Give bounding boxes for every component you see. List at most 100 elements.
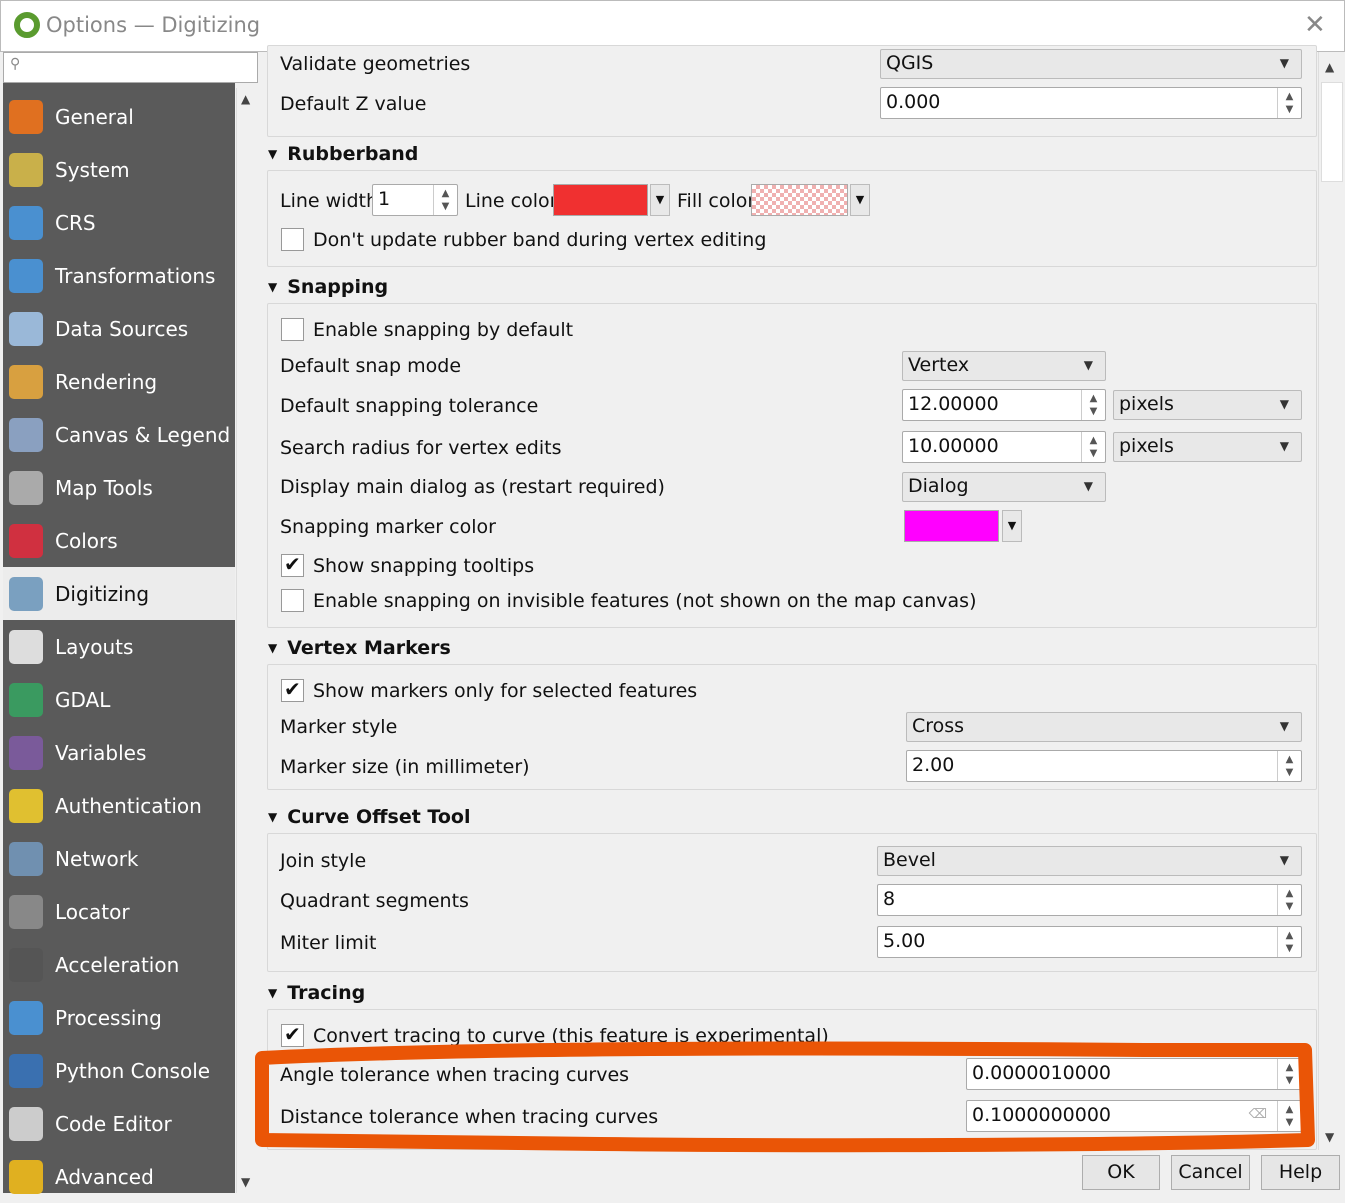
search-radius-spinbox[interactable]: 10.00000 ▲ ▼ xyxy=(902,431,1106,463)
ok-button[interactable]: OK xyxy=(1082,1155,1160,1190)
sidebar-item-map-tools[interactable]: Map Tools xyxy=(3,461,235,514)
vertex-markers-header[interactable]: Vertex Markers xyxy=(268,637,451,659)
layout-page-icon xyxy=(9,629,43,664)
snap-tolerance-spinbox[interactable]: 12.00000 ▲ ▼ xyxy=(902,389,1106,421)
dialog-combo[interactable]: Dialog xyxy=(902,472,1106,502)
cancel-button[interactable]: Cancel xyxy=(1171,1155,1250,1190)
sidebar-scrollbar[interactable]: ▲ ▼ xyxy=(236,88,258,1193)
spin-arrows-icon[interactable]: ▲ ▼ xyxy=(1277,927,1301,957)
distance-tolerance-spinbox[interactable]: 0.1000000000 ⌫ ▲ ▼ xyxy=(966,1100,1302,1132)
sidebar-item-transformations[interactable]: Transformations xyxy=(3,249,235,302)
tracing-header[interactable]: Tracing xyxy=(268,982,365,1004)
marker-style-combo[interactable]: Cross xyxy=(906,712,1302,742)
sidebar-item-rendering[interactable]: Rendering xyxy=(3,355,235,408)
dialog-value: Dialog xyxy=(908,475,969,497)
z-spinbox[interactable]: 0.000 ▲ ▼ xyxy=(880,87,1302,119)
dont-update-checkbox[interactable] xyxy=(281,228,304,251)
sidebar-item-variables[interactable]: Variables xyxy=(3,726,235,779)
invisible-label: Enable snapping on invisible features (n… xyxy=(313,590,977,612)
sidebar-item-acceleration[interactable]: Acceleration xyxy=(3,938,235,991)
spin-arrows-icon[interactable]: ▲ ▼ xyxy=(1277,751,1301,781)
selected-only-checkbox[interactable] xyxy=(281,677,304,702)
sidebar-item-code-editor[interactable]: Code Editor xyxy=(3,1097,235,1150)
convert-tracing-checkbox[interactable] xyxy=(281,1022,304,1047)
miter-limit-spinbox[interactable]: 5.00 ▲ ▼ xyxy=(877,926,1302,958)
scroll-down-icon[interactable]: ▼ xyxy=(241,1175,251,1189)
sidebar-item-locator[interactable]: Locator xyxy=(3,885,235,938)
spin-arrows-icon[interactable]: ▲ ▼ xyxy=(1277,885,1301,915)
color-palette-icon xyxy=(9,523,43,558)
quadrant-segments-spinbox[interactable]: 8 ▲ ▼ xyxy=(877,884,1302,916)
code-file-icon xyxy=(9,1106,43,1141)
fill-color-swatch[interactable] xyxy=(751,184,848,216)
line-color-swatch[interactable] xyxy=(553,184,648,216)
quadrant-segments-value: 8 xyxy=(883,888,896,910)
gear-icon xyxy=(9,1000,43,1035)
marker-size-spinbox[interactable]: 2.00 ▲ ▼ xyxy=(906,750,1302,782)
snapping-header[interactable]: Snapping xyxy=(268,276,388,298)
enable-snapping-label: Enable snapping by default xyxy=(313,319,574,341)
main-scrollbar[interactable]: ▲ ▼ xyxy=(1318,52,1345,1150)
sidebar-item-system[interactable]: System xyxy=(3,143,235,196)
line-width-spinbox[interactable]: 1 ▲ ▼ xyxy=(372,184,458,216)
spin-arrows-icon[interactable]: ▲ ▼ xyxy=(1277,1059,1301,1089)
sidebar-item-digitizing[interactable]: Digitizing xyxy=(3,567,235,620)
dialog-label: Display main dialog as (restart required… xyxy=(280,476,665,498)
snap-mode-combo[interactable]: Vertex xyxy=(902,351,1106,381)
spin-arrows-icon[interactable]: ▲ ▼ xyxy=(1081,432,1105,462)
spin-arrows-icon[interactable]: ▲ ▼ xyxy=(433,185,457,215)
sidebar-item-canvas-legend[interactable]: Canvas & Legend xyxy=(3,408,235,461)
invisible-checkbox[interactable] xyxy=(281,589,304,612)
snap-tolerance-unit-combo[interactable]: pixels xyxy=(1113,390,1302,420)
rubberband-header[interactable]: Rubberband xyxy=(268,143,418,165)
search-input[interactable]: ⚲ xyxy=(3,52,258,83)
help-button[interactable]: Help xyxy=(1261,1155,1340,1190)
spin-arrows-icon[interactable]: ▲ ▼ xyxy=(1081,390,1105,420)
globe-transform-icon xyxy=(9,258,43,293)
line-width-value: 1 xyxy=(378,188,391,210)
sidebar-item-layouts[interactable]: Layouts xyxy=(3,620,235,673)
marker-size-label: Marker size (in millimeter) xyxy=(280,756,530,778)
join-style-value: Bevel xyxy=(883,849,936,871)
scroll-thumb[interactable] xyxy=(1321,82,1343,182)
sidebar-item-label: Digitizing xyxy=(55,581,150,606)
sidebar-item-processing[interactable]: Processing xyxy=(3,991,235,1044)
sidebar-item-label: CRS xyxy=(55,210,96,235)
angle-tolerance-spinbox[interactable]: 0.0000010000 ▲ ▼ xyxy=(966,1058,1302,1090)
line-color-label: Line color xyxy=(465,190,558,212)
curve-offset-header[interactable]: Curve Offset Tool xyxy=(268,806,470,828)
search-radius-unit-combo[interactable]: pixels xyxy=(1113,432,1302,462)
spin-arrows-icon[interactable]: ▲ ▼ xyxy=(1277,88,1301,118)
marker-size-value: 2.00 xyxy=(912,754,955,776)
sidebar-item-colors[interactable]: Colors xyxy=(3,514,235,567)
close-icon[interactable]: ✕ xyxy=(1304,10,1326,40)
spin-arrows-icon[interactable]: ▲ ▼ xyxy=(1277,1101,1301,1131)
enable-snapping-checkbox[interactable] xyxy=(281,318,304,341)
sidebar-item-gdal[interactable]: GDAL xyxy=(3,673,235,726)
scroll-up-icon[interactable]: ▲ xyxy=(1325,60,1335,74)
sidebar-item-advanced[interactable]: Advanced xyxy=(3,1150,235,1203)
sidebar-item-authentication[interactable]: Authentication xyxy=(3,779,235,832)
sidebar-item-crs[interactable]: CRS xyxy=(3,196,235,249)
sidebar-item-general[interactable]: General xyxy=(3,90,235,143)
scroll-up-icon[interactable]: ▲ xyxy=(241,92,251,106)
join-style-combo[interactable]: Bevel xyxy=(877,846,1302,876)
validate-combo[interactable]: QGIS xyxy=(880,49,1302,79)
scroll-down-icon[interactable]: ▼ xyxy=(1325,1130,1335,1144)
chevron-down-icon[interactable]: ▼ xyxy=(850,184,870,216)
title-bar xyxy=(0,0,1345,52)
snapping-marker-color-swatch[interactable] xyxy=(904,510,999,542)
sidebar-item-network[interactable]: Network xyxy=(3,832,235,885)
tooltips-checkbox[interactable] xyxy=(281,552,304,577)
sidebar-item-python-console[interactable]: Python Console xyxy=(3,1044,235,1097)
search-radius-unit: pixels xyxy=(1119,435,1174,457)
chevron-down-icon[interactable]: ▼ xyxy=(1002,510,1022,542)
chevron-down-icon[interactable]: ▼ xyxy=(650,184,670,216)
warning-icon xyxy=(9,1159,43,1194)
clear-icon[interactable]: ⌫ xyxy=(1248,1107,1267,1122)
snap-tolerance-label: Default snapping tolerance xyxy=(280,395,539,417)
sidebar-item-data-sources[interactable]: Data Sources xyxy=(3,302,235,355)
z-value: 0.000 xyxy=(886,91,941,113)
chip-icon xyxy=(9,947,43,982)
distance-tolerance-label: Distance tolerance when tracing curves xyxy=(280,1106,659,1128)
